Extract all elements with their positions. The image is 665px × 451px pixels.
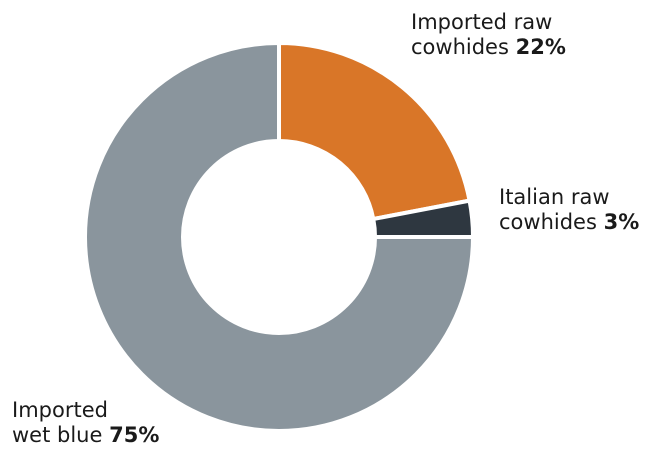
slice-imported-raw-cowhides	[277, 40, 472, 222]
donut-slices	[83, 40, 476, 433]
slice-label-line1: Italian raw	[499, 185, 610, 209]
slice-label-line1: Imported raw	[411, 10, 553, 34]
slice-imported-wet-blue	[83, 40, 476, 433]
slice-label-line1: Imported	[12, 398, 108, 422]
slice-value-label: 22%	[515, 35, 566, 59]
slice-label-line2: wet blue	[12, 423, 103, 447]
slice-label-italian-raw-cowhides: Italian raw cowhides 3%	[499, 185, 639, 235]
slice-value-label: 75%	[109, 423, 160, 447]
slice-label-line2: cowhides	[411, 35, 509, 59]
slice-label-imported-raw-cowhides: Imported raw cowhides 22%	[411, 10, 566, 60]
slice-value-label: 3%	[603, 210, 640, 234]
slice-label-line2: cowhides	[499, 210, 597, 234]
slice-label-imported-wet-blue: Imported wet blue 75%	[12, 398, 159, 448]
